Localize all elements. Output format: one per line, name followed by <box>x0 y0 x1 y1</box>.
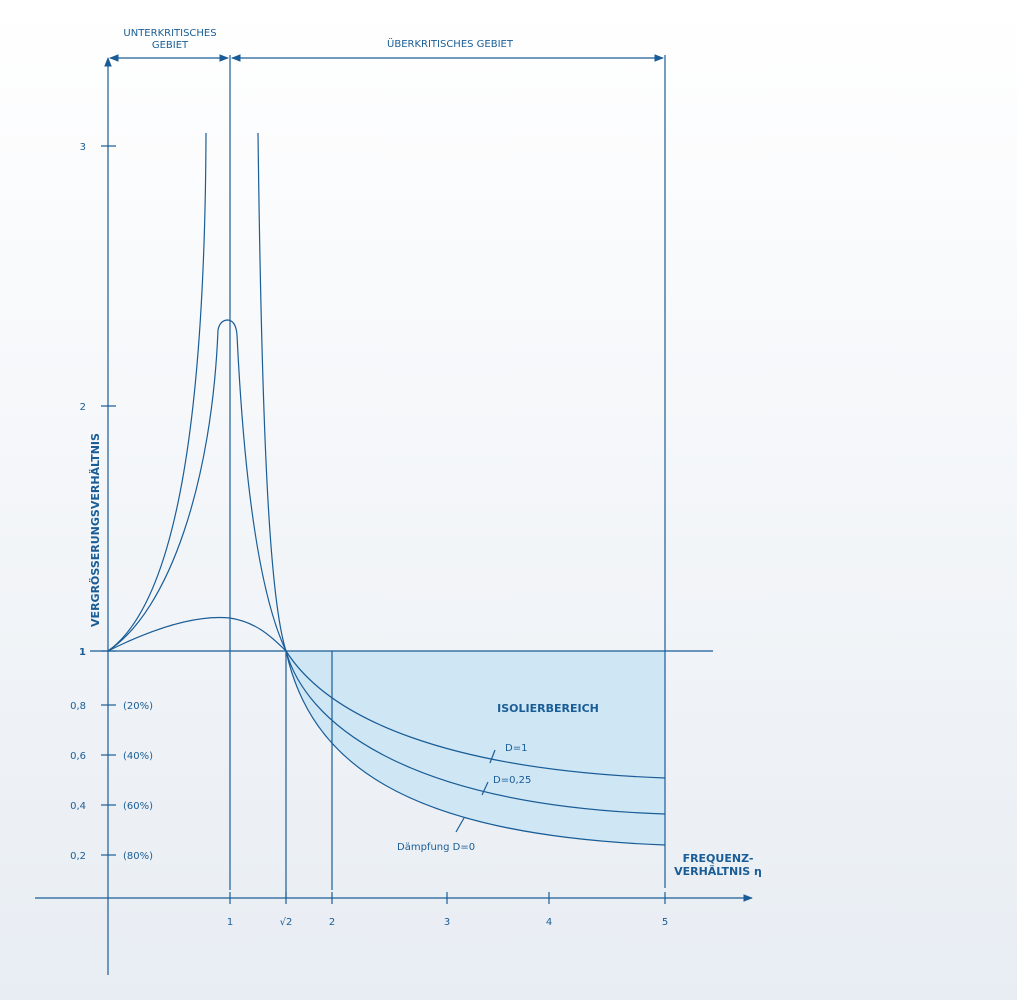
percent-label: (40%) <box>123 751 153 762</box>
y-tick-label: 0,4 <box>70 801 86 812</box>
x-tick-label: 4 <box>546 917 552 928</box>
y-tick-label: 0,6 <box>70 751 86 762</box>
y-tick-label: 1 <box>79 647 86 658</box>
curve-label: D=0,25 <box>493 775 531 786</box>
isolation-label: ISOLIERBEREICH <box>497 702 599 715</box>
percent-label: (60%) <box>123 801 153 812</box>
percent-label: (20%) <box>123 701 153 712</box>
curve-d0 <box>107 132 207 652</box>
leader <box>455 817 465 833</box>
region-label: ÜBERKRITISCHES GEBIET <box>387 37 514 50</box>
y-axis-label: VERGRÖSSERUNGSVERHÄLTNIS <box>88 433 102 627</box>
percent-label: (80%) <box>123 851 153 862</box>
isolation-area <box>286 651 665 845</box>
y-tick-label: 0,2 <box>70 851 86 862</box>
leader <box>481 781 489 796</box>
y-tick-label: 3 <box>80 142 86 153</box>
x-axis-label: VERHÄLTNIS η <box>674 864 762 878</box>
x-tick-label: 2 <box>329 917 335 928</box>
x-axis-label: FREQUENZ- <box>683 852 754 865</box>
curve-label: D=1 <box>505 743 527 754</box>
curve-label: Dämpfung D=0 <box>397 842 475 853</box>
y-tick-label: 0,8 <box>70 701 86 712</box>
x-tick-label: √2 <box>280 917 293 928</box>
region-label: UNTERKRITISCHES <box>123 28 216 39</box>
curve-d025 <box>107 319 666 815</box>
y-tick-label: 2 <box>80 402 86 413</box>
x-tick-label: 1 <box>227 917 233 928</box>
x-tick-label: 5 <box>662 917 668 928</box>
leader <box>489 749 496 764</box>
region-label: GEBIET <box>152 40 189 51</box>
x-tick-label: 3 <box>444 917 450 928</box>
curve-d1 <box>107 616 666 779</box>
